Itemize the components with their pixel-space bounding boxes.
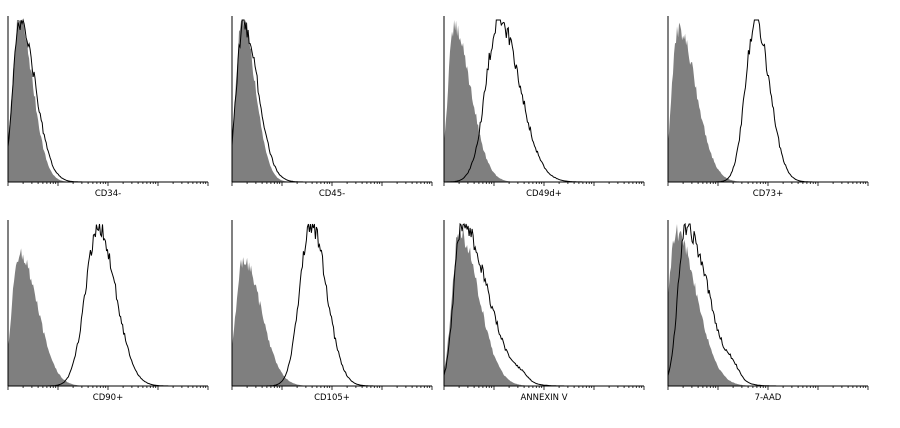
histogram-panel: 7-AAD [667, 220, 869, 403]
histogram-panel: CD73+ [667, 16, 869, 199]
isotype-control-histogram [444, 20, 644, 182]
histogram-panel: CD49d+ [443, 16, 645, 199]
histogram-panel: CD45- [231, 16, 433, 199]
histogram-panel: CD105+ [231, 220, 433, 403]
histogram-panel: CD34- [7, 16, 209, 199]
isotype-control-histogram [8, 20, 208, 182]
x-axis-label: CD73+ [753, 189, 783, 199]
x-axis-label: ANNEXIN V [520, 393, 567, 403]
x-axis-label: CD49d+ [526, 189, 562, 199]
isotype-control-histogram [8, 248, 208, 386]
isotype-control-histogram [668, 22, 868, 182]
x-axis-label: 7-AAD [755, 393, 782, 403]
x-axis-label: CD45- [319, 189, 345, 199]
histogram-panel: ANNEXIN V [443, 220, 645, 403]
isotype-control-histogram [232, 257, 432, 386]
x-axis-label: CD34- [95, 189, 121, 199]
stained-histogram [444, 19, 644, 183]
histogram-panel: CD90+ [7, 220, 209, 403]
x-axis-label: CD105+ [314, 393, 350, 403]
isotype-control-histogram [668, 224, 868, 386]
x-axis-label: CD90+ [93, 393, 123, 403]
isotype-control-histogram [444, 224, 644, 386]
isotype-control-histogram [232, 20, 432, 182]
